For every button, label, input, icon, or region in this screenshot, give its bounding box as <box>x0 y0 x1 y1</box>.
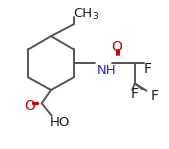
Text: O: O <box>112 40 123 54</box>
Text: NH: NH <box>97 64 117 77</box>
Text: F: F <box>144 62 152 76</box>
Text: 3: 3 <box>92 12 98 21</box>
Text: CH: CH <box>74 7 93 20</box>
Text: F: F <box>151 89 159 103</box>
Text: HO: HO <box>50 116 70 129</box>
Text: F: F <box>131 87 139 101</box>
Text: O: O <box>25 99 35 113</box>
